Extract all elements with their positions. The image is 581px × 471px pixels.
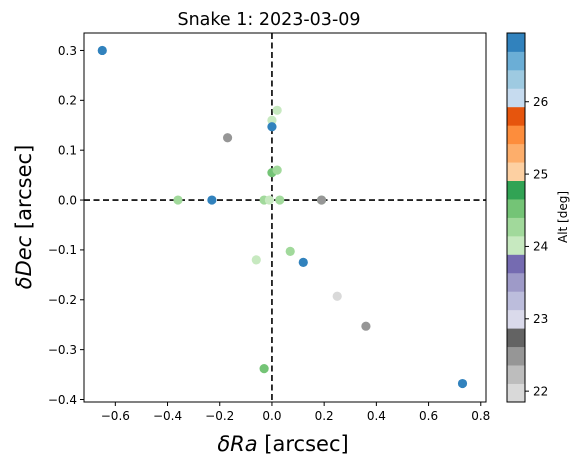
- colorbar-segment-18: [507, 69, 525, 89]
- y-axis-label-unit: [arcsec]: [12, 145, 36, 236]
- x-axis-ticks: −0.6 −0.4 −0.2 0.0 0.2 0.4 0.6 0.8: [101, 402, 490, 423]
- colorbar-segment-20: [507, 33, 525, 52]
- data-point-19: [361, 321, 371, 331]
- x-axis-label-math: δRa: [217, 432, 257, 456]
- chart-title: Snake 1: 2023-03-09: [177, 10, 360, 30]
- x-tick-label: 0.4: [367, 409, 386, 423]
- colorbar-segment-8: [507, 254, 525, 274]
- x-tick-label: −0.2: [205, 409, 234, 423]
- colorbar-segment-1: [507, 383, 525, 403]
- data-point-20: [259, 363, 269, 374]
- data-point-11: [264, 195, 274, 205]
- colorbar: 22 23 24 25 26 Alt [deg]: [506, 32, 570, 403]
- data-point-15: [285, 246, 295, 257]
- x-tick-label: 0.8: [471, 409, 490, 423]
- colorbar-segment-5: [507, 309, 525, 329]
- x-tick-label: 0.6: [419, 409, 438, 423]
- plot-area: −0.6 −0.4 −0.2 0.0 0.2 0.4 0.6 0.8 0.3 0.2 0.1 0.0…: [48, 32, 490, 423]
- data-point-21: [457, 378, 468, 389]
- colorbar-segment-16: [507, 106, 525, 126]
- y-tick-label: −0.4: [48, 393, 77, 407]
- colorbar-segment-11: [507, 199, 525, 218]
- data-point-7: [272, 165, 282, 175]
- colorbar-segment-10: [507, 217, 525, 237]
- x-tick-label: 0.2: [315, 409, 334, 423]
- data-point-9: [207, 195, 217, 205]
- plot-frame: [83, 32, 487, 403]
- colorbar-segment-15: [507, 125, 525, 145]
- colorbar-segment-7: [507, 272, 525, 292]
- y-tick-label: 0.0: [58, 193, 77, 207]
- data-point-16: [251, 255, 261, 265]
- data-point-17: [298, 257, 308, 267]
- colorbar-segment-3: [507, 346, 525, 366]
- x-tick-label: 0.0: [262, 409, 281, 423]
- colorbar-segment-9: [507, 235, 525, 255]
- colorbar-segment-19: [507, 51, 525, 71]
- x-tick-label: −0.6: [101, 409, 130, 423]
- y-axis-label: δDec [arcsec]: [12, 145, 36, 290]
- colorbar-ticks: 22 23 24 25 26: [525, 95, 548, 398]
- data-point-18: [332, 291, 342, 301]
- reference-lines: [84, 33, 486, 402]
- y-tick-label: −0.3: [48, 343, 77, 357]
- y-tick-label: −0.2: [48, 293, 77, 307]
- data-points: [97, 45, 468, 389]
- y-tick-label: 0.1: [58, 143, 77, 157]
- colorbar-tick-label: 26: [533, 95, 548, 109]
- y-tick-label: 0.2: [58, 94, 77, 108]
- colorbar-segment-14: [507, 143, 525, 163]
- data-point-1: [97, 45, 107, 56]
- y-tick-label: 0.3: [58, 44, 77, 58]
- colorbar-segment-6: [507, 291, 525, 311]
- colorbar-segment-17: [507, 88, 525, 108]
- colorbar-segment-12: [507, 180, 525, 200]
- data-point-8: [173, 195, 183, 205]
- data-point-3: [267, 115, 277, 125]
- plot-background: [84, 33, 486, 402]
- y-axis-ticks: 0.3 0.2 0.1 0.0 −0.1 −0.2 −0.3 −0.4: [48, 44, 84, 407]
- data-point-14: [316, 195, 327, 205]
- colorbar-tick-label: 23: [533, 312, 548, 326]
- colorbar-segment-4: [507, 328, 525, 348]
- data-point-4: [272, 105, 282, 115]
- colorbar-segment-13: [507, 162, 525, 181]
- data-point-2: [222, 133, 233, 143]
- colorbar-tick-label: 24: [533, 240, 548, 254]
- x-axis-label: δRa [arcsec]: [217, 432, 348, 456]
- colorbar-segments: [507, 33, 525, 403]
- colorbar-frame: [506, 32, 526, 403]
- data-point-5: [267, 122, 277, 132]
- y-axis-label-math: δDec: [12, 235, 36, 289]
- colorbar-label: Alt [deg]: [556, 191, 570, 243]
- y-tick-label: −0.1: [48, 243, 77, 257]
- colorbar-segment-2: [507, 365, 525, 384]
- x-axis-label-unit: [arcsec]: [258, 432, 349, 456]
- colorbar-tick-label: 22: [533, 384, 548, 398]
- colorbar-tick-label: 25: [533, 167, 548, 181]
- data-point-12: [275, 195, 285, 205]
- x-tick-label: −0.4: [153, 409, 182, 423]
